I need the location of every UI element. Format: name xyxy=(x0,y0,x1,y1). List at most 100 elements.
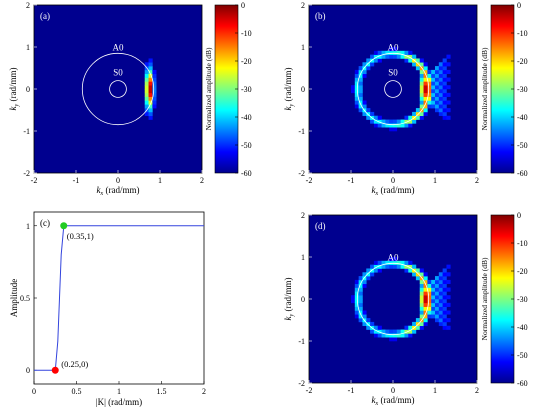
heatmap-cell xyxy=(362,73,367,78)
heatmap-cell xyxy=(438,111,443,117)
heatmap-cell xyxy=(423,321,428,327)
heatmap-cell xyxy=(442,89,447,94)
heatmap-cell xyxy=(419,96,424,101)
heatmap-cell xyxy=(152,100,157,105)
heatmap-cell xyxy=(358,66,363,71)
heatmap-cell xyxy=(354,287,359,292)
heatmap-cell xyxy=(385,54,390,59)
colorbar-tick-label: -30 xyxy=(517,295,528,304)
heatmap-cell xyxy=(435,310,440,315)
heatmap-cell xyxy=(446,54,451,59)
heatmap-cell xyxy=(435,77,440,82)
heatmap-cell xyxy=(373,119,379,124)
x-tick-label: 1 xyxy=(433,176,437,185)
heatmap-cell xyxy=(354,283,359,288)
colorbar-tick-label: 0 xyxy=(517,211,521,220)
heatmap-cell xyxy=(404,264,409,269)
line-panel-c: 0 0.5 1 1.5 2 1 0.5 0 (0.25,0) (0.35,1) (c) |K| (ra… xyxy=(9,211,206,407)
x-axis-label: kx (rad/mm) xyxy=(97,185,140,197)
heatmap-cell xyxy=(431,287,436,292)
heatmap-cell xyxy=(148,89,153,94)
heatmap-cell xyxy=(381,264,386,269)
heatmap-cell xyxy=(400,119,405,124)
heatmap-cell xyxy=(377,123,382,128)
heatmap-cell xyxy=(442,69,447,75)
heatmap-cell xyxy=(393,329,398,334)
heatmap-cell xyxy=(438,96,443,101)
heatmap-cell xyxy=(152,69,157,75)
heatmap-cell xyxy=(442,108,447,113)
circle-A0 xyxy=(356,52,430,126)
heatmap-cell xyxy=(362,314,367,319)
x-axis-label: |K| (rad/mm) xyxy=(96,397,142,407)
heatmap-cell xyxy=(427,295,432,300)
heatmap-cell xyxy=(373,54,379,59)
heatmap-cell xyxy=(435,306,440,311)
y-tick-label: 2 xyxy=(26,1,30,10)
heatmap-cell xyxy=(393,50,398,55)
heatmap-cell xyxy=(373,268,379,273)
colorbar-label: Normalized amplitude (dB) xyxy=(480,257,489,340)
heatmap-cell xyxy=(358,299,363,304)
heatmap-cell xyxy=(362,69,367,75)
heatmap-cell xyxy=(419,81,424,86)
heatmap-cell xyxy=(373,50,379,55)
x-tick-label: 1 xyxy=(433,386,437,395)
heatmap-background xyxy=(309,215,477,383)
heatmap-cell xyxy=(377,54,382,59)
heatmap-cell xyxy=(435,314,440,319)
y-tick-label: -2 xyxy=(298,169,305,178)
heatmap-cell xyxy=(423,302,428,307)
colorbar-label: Normalized amplitude (dB) xyxy=(204,47,213,130)
heatmap-cell xyxy=(423,306,428,311)
y-tick-label: -2 xyxy=(23,169,30,178)
heatmap-cell xyxy=(381,50,386,55)
heatmap-cell xyxy=(431,100,436,105)
heatmap-cell xyxy=(419,104,424,109)
circle-label-A0: A0 xyxy=(388,42,399,52)
heatmap-cell xyxy=(412,119,417,124)
heatmap-cell xyxy=(435,283,440,288)
heatmap-cell xyxy=(396,123,401,128)
heatmap-cell xyxy=(415,62,421,67)
heatmap-cell xyxy=(427,96,432,101)
heatmap-cell xyxy=(431,295,436,300)
heatmap-cell xyxy=(423,77,428,82)
x-axis-label: kx (rad/mm) xyxy=(372,185,415,197)
heatmap-cell xyxy=(423,279,428,285)
heatmap-cell xyxy=(144,81,149,86)
heatmap-cell xyxy=(438,321,443,327)
heatmap-cell xyxy=(442,85,447,90)
heatmap-cell xyxy=(389,337,394,342)
heatmap-cell xyxy=(442,287,447,292)
heatmap-cell xyxy=(427,81,432,86)
heatmap-cell xyxy=(400,123,405,128)
heatmap-cell xyxy=(446,272,451,277)
heatmap-cell xyxy=(148,69,153,75)
x-tick-label: 2 xyxy=(475,386,479,395)
heatmap-cell xyxy=(144,96,149,101)
heatmap-cell xyxy=(442,96,447,101)
heatmap-cell xyxy=(442,291,447,296)
heatmap-cell xyxy=(362,310,367,315)
heatmap-cell xyxy=(423,291,428,296)
heatmap-cell xyxy=(419,92,424,97)
heatmap-cell xyxy=(438,276,443,281)
colorbar-tick-label: -10 xyxy=(517,239,528,248)
circle-label-A0: A0 xyxy=(113,42,124,52)
heatmap-cell xyxy=(446,92,451,97)
heatmap-cell xyxy=(431,77,436,82)
heatmap-cell xyxy=(446,279,451,285)
x-tick-label: -2 xyxy=(31,176,38,185)
heatmap-cell xyxy=(427,302,432,307)
heatmap-cell xyxy=(148,77,153,82)
heatmap-cell xyxy=(354,96,359,101)
heatmap-cell xyxy=(427,100,432,105)
heatmap-cell xyxy=(148,85,153,90)
heatmap-cell xyxy=(377,58,382,63)
x-tick-label: -1 xyxy=(348,386,355,395)
circle-label-S0: S0 xyxy=(113,68,123,78)
heatmap-cell xyxy=(419,62,424,67)
heatmap-cell xyxy=(385,260,390,265)
